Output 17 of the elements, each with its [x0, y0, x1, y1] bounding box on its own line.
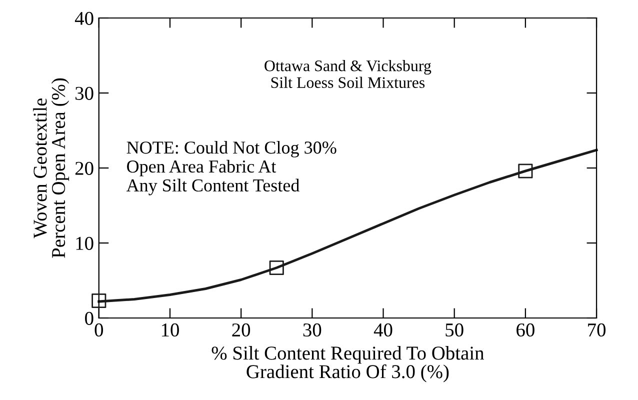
x-tick-label: 50	[446, 323, 464, 337]
y-tick-label: 0	[85, 312, 94, 325]
y-tick-label: 10	[76, 236, 94, 250]
x-tick-label: 30	[303, 323, 322, 337]
y-tick-label: 30	[76, 86, 94, 100]
y-tick-label: 20	[75, 162, 94, 175]
y-axis-title: Woven Geotextile Percent Open Area (%)	[33, 78, 70, 258]
x-tick-label: 20	[232, 323, 250, 337]
x-tick-label: 0	[94, 323, 104, 337]
x-tick-label: 60	[516, 323, 534, 337]
x-axis-title: % Silt Content Required To Obtain Gradient Ratio Of 3.0 (%)	[212, 346, 484, 382]
x-tick-label: 10	[162, 323, 179, 337]
y-tick-label: 40	[74, 12, 94, 25]
annotation: Ottawa Sand & Vicksburg Silt Loess Soil Mixtures	[264, 60, 432, 88]
annotation: NOTE: Could Not Clog 30% Open Area Fabric At Any Silt Content Tested	[126, 141, 336, 196]
x-tick-label: 70	[588, 323, 606, 337]
x-tick-label: 40	[374, 323, 392, 337]
